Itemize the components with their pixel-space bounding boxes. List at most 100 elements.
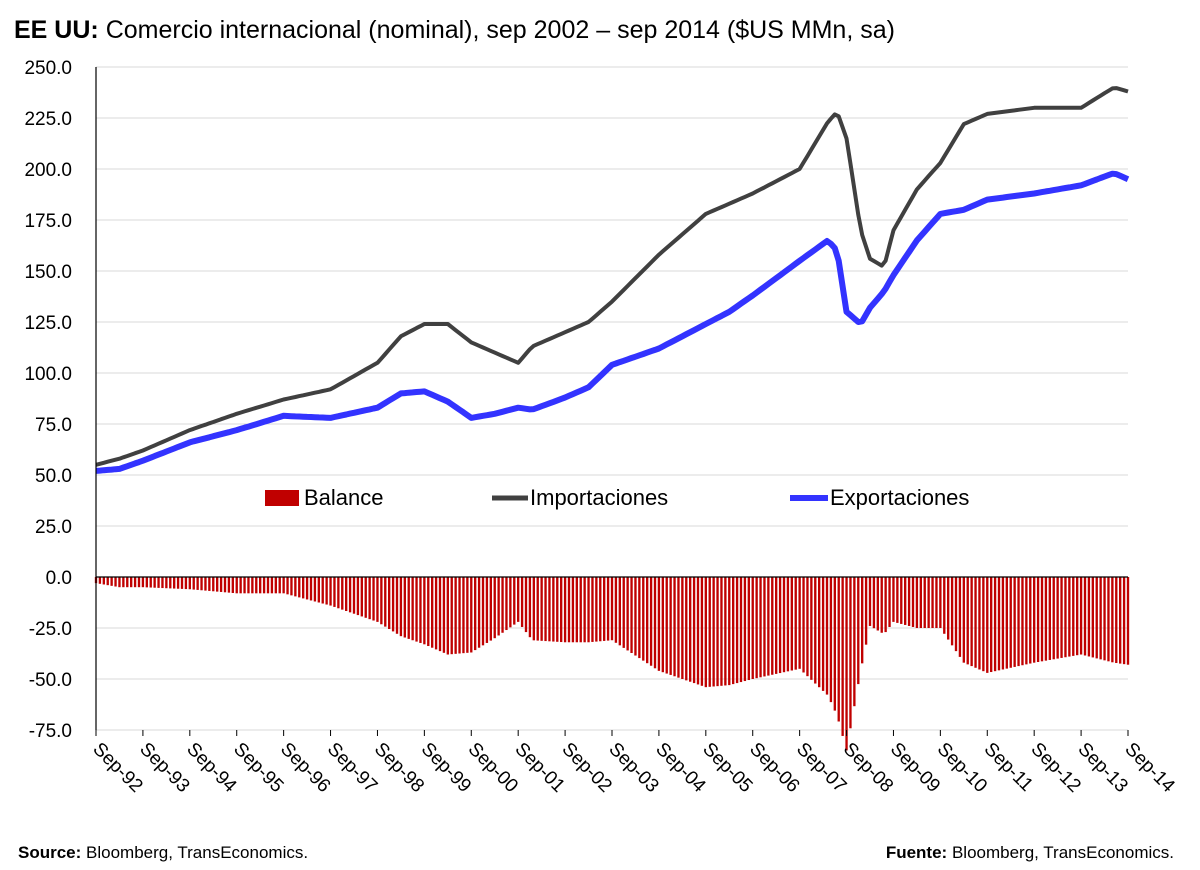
- y-tick-label: 0.0: [46, 568, 72, 589]
- balance-bar: [743, 577, 747, 682]
- balance-bar: [814, 577, 817, 684]
- balance-bar: [481, 577, 485, 646]
- balance-bar: [384, 577, 387, 627]
- balance-bar: [1083, 577, 1087, 656]
- balance-bar: [853, 577, 856, 707]
- y-tick-labels: 250.0 225.0 200.0 175.0 150.0 125.0 100.0 75.0 5…: [24, 58, 72, 742]
- balance-bar: [493, 577, 496, 639]
- balance-bar: [1119, 577, 1122, 664]
- balance-bar: [497, 577, 500, 636]
- balance-bar: [974, 577, 977, 668]
- balance-bar: [153, 577, 156, 588]
- balance-bar: [571, 577, 575, 643]
- x-tick-label: Sep-01: [511, 739, 569, 797]
- balance-bar: [1122, 577, 1126, 665]
- balance-bar: [419, 577, 422, 643]
- balance-bar: [302, 577, 305, 599]
- balance-bar: [450, 577, 453, 655]
- balance-bar: [1029, 577, 1032, 664]
- balance-bar: [270, 577, 274, 594]
- balance-bar: [200, 577, 203, 591]
- balance-bar: [712, 577, 715, 687]
- balance-bar: [900, 577, 903, 624]
- balance-bar: [755, 577, 758, 679]
- balance-bar: [700, 577, 704, 686]
- balance-bar: [360, 577, 363, 617]
- chart-title-text: Comercio internacional (nominal), sep 20…: [105, 16, 895, 44]
- balance-bar: [286, 577, 289, 595]
- balance-bar: [137, 577, 141, 588]
- balance-bar: [587, 577, 590, 643]
- balance-bar: [888, 577, 891, 627]
- balance-bar: [661, 577, 664, 673]
- x-tick-label: Sep-07: [792, 739, 850, 797]
- x-tick-label: Sep-12: [1027, 739, 1085, 797]
- balance-bar: [431, 577, 434, 648]
- balance-bar: [556, 577, 559, 642]
- y-tick-label: 25.0: [35, 517, 72, 538]
- balance-bar: [818, 577, 821, 688]
- footer-source-text: Bloomberg, TransEconomics.: [86, 843, 309, 862]
- balance-bar: [986, 577, 989, 673]
- balance-bar: [247, 577, 250, 594]
- balance-bar: [407, 577, 410, 639]
- x-tick-label: Sep-05: [698, 739, 756, 797]
- balance-bar: [821, 577, 825, 691]
- balance-bar: [778, 577, 782, 674]
- balance-bar: [943, 577, 946, 634]
- balance-bar: [114, 577, 117, 587]
- balance-bar: [970, 577, 973, 667]
- x-tick-labels: Sep-92Sep-93Sep-94Sep-95Sep-96Sep-97Sep-…: [88, 739, 1178, 797]
- x-tick-label: Sep-10: [933, 739, 991, 797]
- balance-bar: [915, 577, 919, 628]
- balance-bar: [630, 577, 633, 653]
- balance-bar: [1087, 577, 1091, 657]
- balance-bar: [474, 577, 477, 651]
- balance-bar: [861, 577, 864, 664]
- balance-bar: [294, 577, 297, 597]
- x-tick-label: Sep-93: [135, 739, 193, 797]
- balance-bar: [130, 577, 133, 588]
- balance-bar: [372, 577, 375, 621]
- balance-bar: [411, 577, 414, 641]
- balance-bar: [1005, 577, 1008, 669]
- balance-bar: [696, 577, 700, 685]
- balance-bar: [501, 577, 504, 633]
- balance-bar: [231, 577, 234, 593]
- x-tick-label: Sep-09: [886, 739, 944, 797]
- balance-bar: [927, 577, 930, 628]
- balance-bar: [1025, 577, 1028, 665]
- x-tick-label: Sep-14: [1120, 739, 1178, 797]
- balance-bar: [1021, 577, 1024, 666]
- x-tick-label: Sep-97: [323, 739, 381, 797]
- balance-bar: [161, 577, 164, 589]
- balance-bar: [1099, 577, 1102, 660]
- balance-bar: [309, 577, 313, 601]
- balance-bar: [563, 577, 567, 643]
- balance-bar: [415, 577, 418, 642]
- balance-bar: [657, 577, 661, 671]
- series-lines: [95, 86, 1130, 474]
- balance-bar: [794, 577, 797, 670]
- balance-bar: [1068, 577, 1071, 657]
- balance-bar: [548, 577, 551, 642]
- balance-bar: [880, 577, 883, 633]
- balance-bar: [423, 577, 426, 645]
- balance-bar: [610, 577, 614, 641]
- footer-fuente-label: Fuente:: [885, 843, 948, 862]
- chart-title-bold: EE UU:: [14, 16, 99, 44]
- balance-bar: [532, 577, 535, 641]
- balance-bar: [857, 577, 860, 685]
- balance-bar: [356, 577, 360, 616]
- balance-bar: [399, 577, 403, 637]
- x-tick-label: Sep-95: [229, 739, 287, 797]
- balance-bar: [513, 577, 516, 625]
- balance-bar: [825, 577, 829, 695]
- balance-bar: [1079, 577, 1083, 655]
- y-tick-label: -25.0: [29, 619, 72, 640]
- balance-bar: [560, 577, 563, 643]
- y-tick-label: 250.0: [24, 58, 72, 79]
- balance-bar: [614, 577, 618, 643]
- balance-bar: [962, 577, 965, 663]
- balance-bar: [923, 577, 926, 628]
